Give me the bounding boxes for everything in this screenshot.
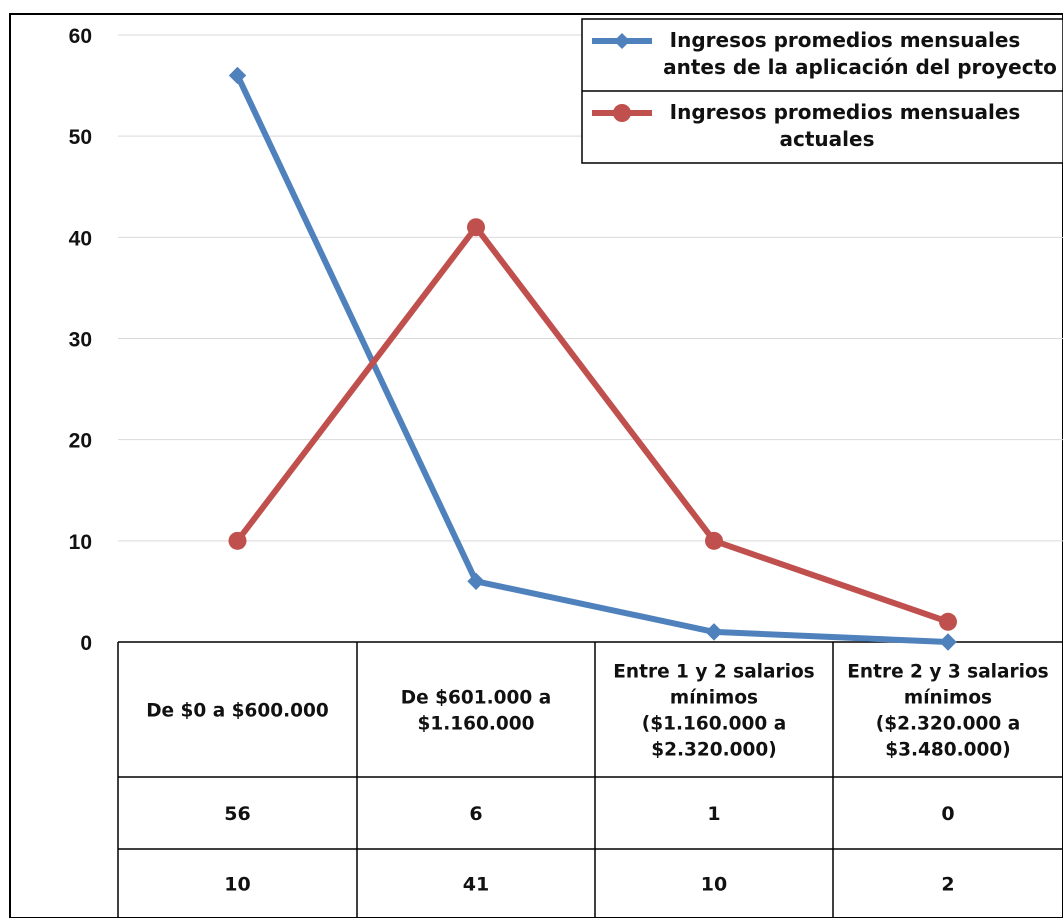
series-line-1 bbox=[234, 72, 951, 645]
y-tick-label: 40 bbox=[69, 227, 92, 250]
legend-marker bbox=[614, 33, 630, 49]
y-tick-label: 20 bbox=[69, 430, 92, 453]
y-tick-label: 30 bbox=[69, 329, 92, 352]
category-label: De $0 a $600.000 bbox=[146, 701, 329, 722]
series-line-2 bbox=[234, 224, 951, 625]
data-point-marker bbox=[705, 531, 723, 550]
table-cell-value: 6 bbox=[469, 803, 482, 825]
y-axis: 0 10 20 30 40 50 60 bbox=[69, 25, 92, 655]
data-point-marker bbox=[228, 531, 247, 550]
legend-label: Ingresos promedios mensuales actuales bbox=[670, 100, 1021, 151]
data-point-marker bbox=[939, 633, 957, 651]
legend-marker bbox=[613, 104, 631, 122]
data-point-marker bbox=[467, 572, 485, 591]
data-table: De $0 a $600.000 De $601.000 a $1.160.000 E… bbox=[117, 641, 1063, 918]
data-point-marker bbox=[939, 612, 957, 631]
table-cell-value: 41 bbox=[463, 874, 489, 896]
y-tick-label: 0 bbox=[80, 632, 92, 655]
data-point-marker bbox=[705, 623, 723, 641]
table-cell-value: 10 bbox=[224, 874, 250, 896]
data-point-marker bbox=[467, 218, 485, 237]
y-tick-label: 10 bbox=[69, 531, 92, 554]
data-point-marker bbox=[228, 66, 247, 85]
table-cell-value: 56 bbox=[224, 803, 250, 825]
category-label: De $601.000 a $1.160.000 bbox=[401, 688, 551, 735]
category-label: Entre 1 y 2 salarios mínimos ($1.160.000 a… bbox=[613, 662, 814, 761]
table-cell-value: 1 bbox=[707, 803, 720, 825]
legend-label: Ingresos promedios mensuales antes de la … bbox=[663, 28, 1057, 79]
legend: Ingresos promedios mensuales antes de la … bbox=[581, 18, 1063, 164]
chart-frame bbox=[9, 13, 1063, 918]
category-label: Entre 2 y 3 salarios mínimos ($2.320.000 a… bbox=[847, 662, 1048, 761]
y-tick-label: 60 bbox=[69, 25, 92, 48]
y-tick-label: 50 bbox=[69, 126, 92, 149]
table-cell-value: 2 bbox=[941, 874, 954, 896]
table-cell-value: 10 bbox=[701, 874, 727, 896]
series-layer bbox=[228, 66, 957, 651]
table-cell-value: 0 bbox=[941, 803, 954, 825]
